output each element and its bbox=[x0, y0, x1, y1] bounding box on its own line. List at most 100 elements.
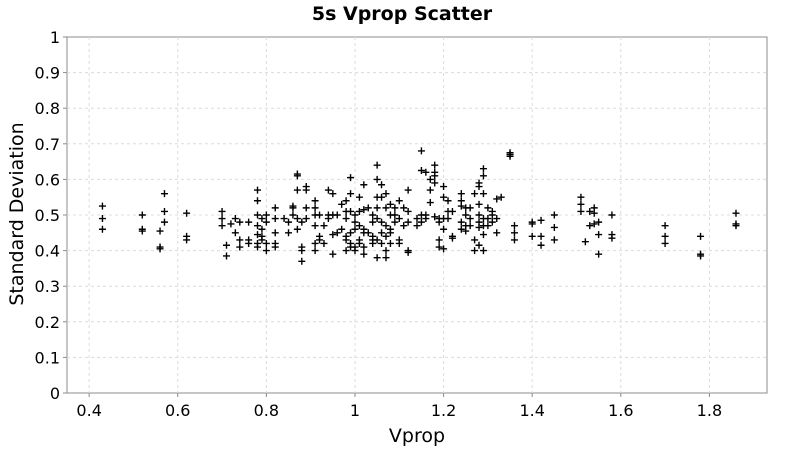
data-point bbox=[386, 239, 394, 247]
data-point bbox=[457, 190, 465, 198]
data-point bbox=[608, 211, 616, 219]
data-point bbox=[732, 222, 740, 230]
data-point bbox=[324, 186, 332, 194]
data-point bbox=[355, 239, 363, 247]
data-point bbox=[351, 218, 359, 226]
data-point bbox=[258, 225, 266, 233]
data-point bbox=[550, 236, 558, 244]
data-point bbox=[457, 202, 465, 210]
data-point bbox=[479, 165, 487, 173]
data-point bbox=[360, 243, 368, 251]
data-point bbox=[342, 197, 350, 205]
data-point bbox=[369, 218, 377, 226]
data-point bbox=[316, 236, 324, 244]
data-point bbox=[258, 236, 266, 244]
data-point bbox=[497, 193, 505, 201]
data-point bbox=[360, 250, 368, 258]
data-point bbox=[444, 215, 452, 223]
data-point bbox=[245, 218, 253, 226]
data-point bbox=[417, 167, 425, 174]
y-tick-label: 0.1 bbox=[35, 348, 60, 367]
y-tick-label: 0.6 bbox=[35, 170, 60, 189]
data-point bbox=[493, 229, 501, 237]
data-point bbox=[360, 181, 368, 189]
data-point bbox=[479, 190, 487, 198]
y-tick-label: 0.9 bbox=[35, 64, 60, 83]
data-point bbox=[311, 239, 319, 247]
x-tick-label: 1.6 bbox=[608, 401, 633, 420]
data-point bbox=[475, 211, 483, 219]
data-point bbox=[595, 218, 603, 226]
y-axis-label: Standard Deviation bbox=[6, 122, 28, 305]
data-point bbox=[382, 254, 390, 262]
data-point bbox=[386, 229, 394, 237]
data-point bbox=[510, 229, 518, 237]
data-point bbox=[329, 231, 337, 239]
data-point bbox=[311, 197, 319, 205]
data-point bbox=[697, 232, 705, 240]
y-tick-label: 0.8 bbox=[35, 99, 60, 118]
data-point bbox=[347, 229, 355, 237]
data-point bbox=[484, 204, 492, 212]
data-point bbox=[440, 193, 448, 201]
data-point bbox=[293, 225, 301, 233]
data-point bbox=[289, 202, 297, 210]
data-point bbox=[254, 231, 262, 239]
data-point bbox=[293, 186, 301, 194]
data-point bbox=[391, 204, 399, 212]
data-point bbox=[471, 190, 479, 198]
x-tick-label: 1 bbox=[350, 401, 360, 420]
data-point bbox=[382, 232, 390, 240]
data-point bbox=[404, 186, 412, 194]
data-point bbox=[417, 218, 425, 226]
data-point bbox=[475, 183, 483, 191]
data-point bbox=[360, 206, 368, 214]
data-point bbox=[378, 181, 386, 189]
data-point bbox=[404, 207, 412, 215]
data-point bbox=[138, 227, 146, 235]
data-point bbox=[475, 223, 483, 231]
data-point bbox=[302, 204, 310, 212]
data-point bbox=[320, 239, 328, 247]
data-point bbox=[395, 215, 403, 223]
data-point bbox=[471, 236, 479, 244]
data-point bbox=[413, 215, 421, 223]
data-point bbox=[404, 248, 412, 256]
data-point bbox=[466, 215, 474, 223]
data-point bbox=[378, 193, 386, 201]
data-point bbox=[373, 236, 381, 244]
data-point bbox=[382, 204, 390, 212]
data-point bbox=[364, 204, 372, 212]
data-point bbox=[479, 231, 487, 239]
data-point bbox=[373, 161, 381, 169]
data-point bbox=[510, 236, 518, 244]
data-point bbox=[462, 227, 470, 235]
data-point bbox=[382, 247, 390, 255]
data-point bbox=[661, 239, 669, 247]
data-point bbox=[586, 207, 594, 215]
data-point bbox=[373, 215, 381, 223]
data-point bbox=[364, 229, 372, 237]
data-point bbox=[351, 211, 359, 219]
data-point bbox=[347, 174, 355, 182]
data-point bbox=[289, 211, 297, 219]
data-point bbox=[98, 215, 106, 223]
data-point bbox=[262, 211, 270, 219]
data-point bbox=[258, 215, 266, 223]
data-point bbox=[426, 175, 434, 183]
data-point bbox=[222, 252, 230, 260]
data-point bbox=[271, 215, 279, 223]
data-point bbox=[298, 218, 306, 226]
data-point bbox=[590, 220, 598, 228]
data-point bbox=[369, 232, 377, 240]
data-point bbox=[475, 241, 483, 249]
x-axis-label: Vprop bbox=[389, 425, 445, 447]
y-tick-label: 0.4 bbox=[35, 242, 60, 261]
y-tick-label: 0.7 bbox=[35, 135, 60, 154]
data-point bbox=[333, 211, 341, 219]
data-point bbox=[351, 247, 359, 255]
data-point bbox=[254, 211, 262, 219]
data-point bbox=[608, 234, 616, 242]
data-point bbox=[422, 168, 430, 176]
